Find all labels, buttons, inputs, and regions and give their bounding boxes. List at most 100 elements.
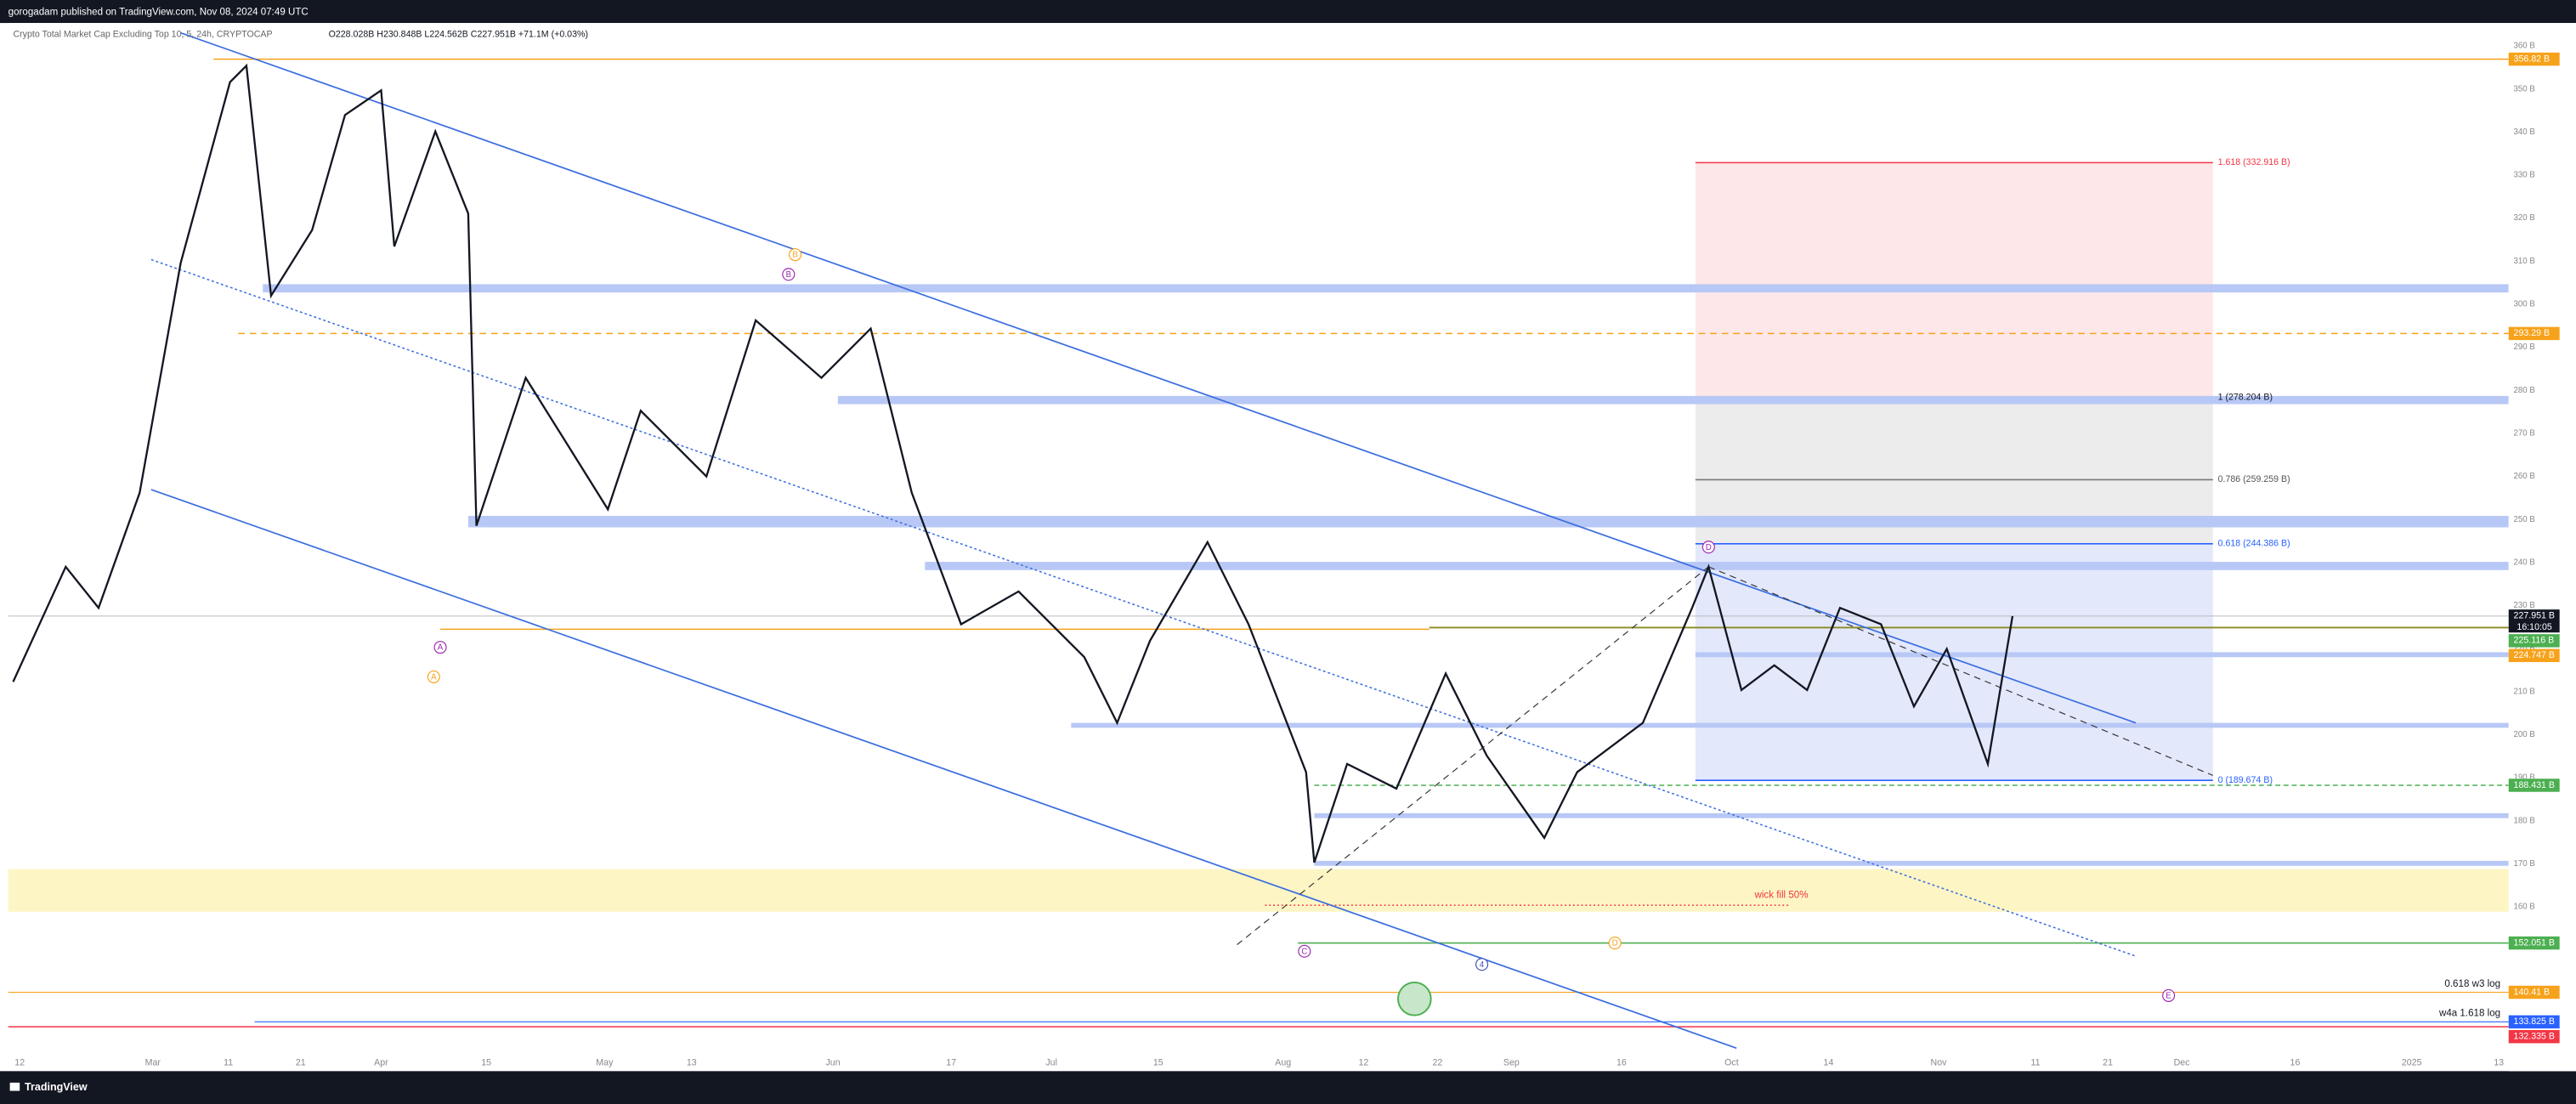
price-tick-label: 280 B (2514, 386, 2535, 395)
time-tick-label: Jun (825, 1057, 840, 1067)
legend-symbol: Crypto Total Market Cap Excluding Top 10… (13, 29, 272, 39)
wave-marker (1475, 958, 1489, 971)
time-tick-label: Dec (2174, 1057, 2191, 1067)
time-tick-label: 22 (1432, 1057, 1442, 1067)
price-tag-label: 140.41 B (2514, 987, 2551, 997)
wave-marker (782, 268, 795, 281)
annotation: w4a 1.618 log (2438, 1009, 2500, 1019)
trend-line (1708, 566, 2214, 776)
support-zones (263, 284, 2509, 866)
zone (837, 395, 2509, 405)
price-tag-label: 133.825 B (2514, 1016, 2555, 1027)
price-tag-label: 227.951 B (2514, 611, 2555, 621)
price-tick-label: 250 B (2514, 515, 2535, 524)
zone (263, 284, 2509, 293)
time-tick-label: 12 (14, 1057, 25, 1067)
price-tick-label: 210 B (2514, 687, 2535, 696)
channel-mid (150, 258, 2137, 957)
wave-marker (1298, 944, 1311, 958)
time-tick-label: Jul (1045, 1057, 1057, 1067)
price-tag-label: 293.29 B (2514, 328, 2551, 338)
price-tag-label: 356.82 B (2514, 54, 2551, 64)
fib-label: 1 (278.204 B) (2218, 393, 2273, 403)
zone (1314, 860, 2509, 866)
price-tick-label: 200 B (2514, 730, 2535, 739)
price-series (12, 63, 2014, 863)
wave-marker (1701, 541, 1715, 554)
wave-marker (2162, 988, 2176, 1002)
price-tick-label: 300 B (2514, 300, 2535, 309)
price-tag (2508, 326, 2560, 341)
price-tag (2508, 52, 2560, 66)
plot (8, 23, 2509, 1052)
price-tag-label: 225.116 B (2514, 636, 2555, 646)
price-tick-label: 170 B (2514, 859, 2535, 869)
time-tick-label: 13 (2494, 1057, 2504, 1067)
annotation: wick fill 50% (1753, 891, 1808, 901)
time-tick-label: 16 (1616, 1057, 1627, 1067)
wave-label: 4 (1480, 960, 1485, 970)
zone (1314, 812, 2509, 818)
overlay: 360 B 350 B 340 B 330 B 320 B 310 B 300 B 290 B… (14, 42, 2560, 1067)
wave-marker (789, 248, 802, 262)
wave-label: D (1612, 939, 1618, 948)
time-tick-label: May (596, 1057, 614, 1067)
wave-label: A (431, 673, 437, 682)
time-tick-label: 15 (1153, 1057, 1163, 1067)
zone (1071, 722, 2509, 728)
price-tick-label: 160 B (2514, 903, 2535, 912)
zone (925, 562, 2509, 570)
time-tick-label: 12 (1359, 1057, 1369, 1067)
channel-line (180, 31, 2137, 724)
price-tick-label: 320 B (2514, 213, 2535, 223)
price-tag (2508, 609, 2560, 633)
wave-label: E (2166, 992, 2171, 1001)
time-tick-label: 16 (2290, 1057, 2301, 1067)
yellow-zone (8, 869, 2509, 912)
time-tick-label: 14 (1824, 1057, 1834, 1067)
target-circle (1397, 981, 1432, 1016)
time-tick-label: Mar (145, 1057, 161, 1067)
fib-label: 0.786 (259.259 B) (2218, 474, 2290, 484)
price-tag-label: 224.747 B (2514, 650, 2555, 660)
price-tick-label: 220 B (2514, 644, 2535, 654)
time-tick-label: 13 (687, 1057, 697, 1067)
zone (1695, 652, 2509, 658)
wave-marker (427, 670, 440, 683)
price-tag-label: 188.431 B (2514, 780, 2555, 790)
price-tick-label: 360 B (2514, 42, 2535, 51)
time-tick-label: 11 (224, 1057, 233, 1067)
price-tick-label: 270 B (2514, 428, 2535, 438)
countdown: 16:10:05 (2517, 622, 2551, 632)
price-tag-label: 152.051 B (2514, 937, 2555, 948)
time-tick-label: 21 (2103, 1057, 2113, 1067)
price-tick-label: 180 B (2514, 816, 2535, 825)
footer-text: TradingView (25, 1081, 88, 1093)
fib-zone (1695, 543, 2213, 781)
time-tick-label: Apr (374, 1057, 388, 1067)
channel-line (150, 489, 1737, 1050)
price-tick-label: 330 B (2514, 171, 2535, 180)
time-tick-label: Nov (1931, 1057, 1948, 1067)
fib-label: 0 (189.674 B) (2218, 775, 2273, 785)
price-tag (2508, 985, 2560, 999)
time-tick-label: 15 (481, 1057, 491, 1067)
fib-label: 0.618 (244.386 B) (2218, 539, 2290, 549)
annotation: 0.618 w3 log (2444, 979, 2500, 989)
price-tag (2508, 1030, 2560, 1044)
time-tick-label: 2025 (2402, 1057, 2422, 1067)
logo-mark (9, 1082, 20, 1091)
price-tag (2508, 1015, 2560, 1029)
price-tick-label: 230 B (2514, 601, 2535, 610)
time-tick-label: 21 (296, 1057, 306, 1067)
price-tag (2508, 936, 2560, 950)
wave-label: D (1706, 543, 1712, 552)
wave-label: B (792, 251, 797, 260)
time-tick-label: Oct (1724, 1057, 1739, 1067)
time-tick-label: Aug (1275, 1057, 1291, 1067)
price-tag (2508, 634, 2560, 648)
price-axis (2508, 23, 2576, 1072)
wave-label: B (786, 270, 791, 280)
